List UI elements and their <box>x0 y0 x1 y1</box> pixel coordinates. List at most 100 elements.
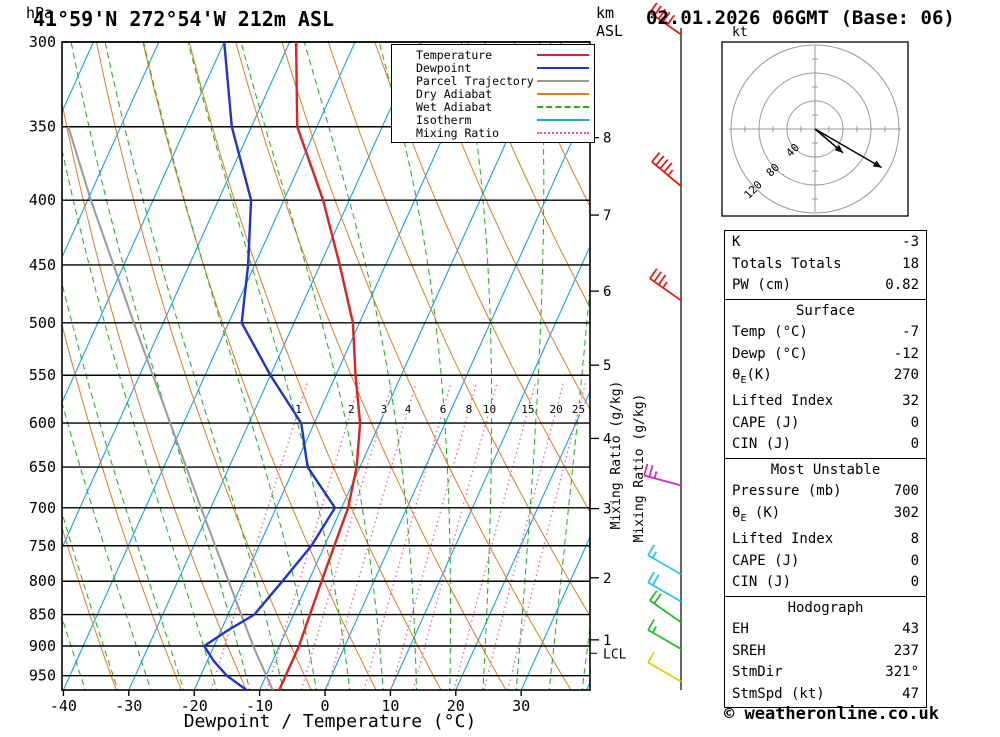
parameter-tables: K -3 Totals Totals 18 PW (cm) 0.82 Surface Temp… <box>724 230 927 709</box>
asl-axis-label: ASL <box>596 22 623 40</box>
param-row: CAPE (J) 0 <box>732 413 919 435</box>
param-row: K -3 <box>732 232 919 254</box>
isotherm-line <box>62 42 291 550</box>
legend-item-mixing-ratio: Mixing Ratio <box>416 125 589 140</box>
mixing-ratio-value-label: 3 <box>381 403 388 416</box>
param-label: K <box>732 234 741 250</box>
param-label: θE (K) <box>732 504 781 524</box>
legend-item-isotherm: Isotherm <box>416 112 589 127</box>
mixing-ratio-line <box>507 383 586 690</box>
param-row: SREH 237 <box>732 641 919 663</box>
pressure-tick-label: 700 <box>29 499 56 517</box>
dry-adiabat-line <box>62 100 247 690</box>
param-label: Totals Totals <box>732 255 842 272</box>
temp-tick-label: 30 <box>512 697 530 715</box>
param-row: PW (cm) 0.82 <box>732 275 919 297</box>
param-value: 43 <box>902 621 919 638</box>
legend-line-sample <box>537 131 589 134</box>
mixing-ratio-value-label: 10 <box>483 403 496 416</box>
param-row: StmSpd (kt) 47 <box>732 684 919 706</box>
mixing-ratio-line <box>483 383 564 690</box>
param-row: θE (K) 302 <box>732 503 919 529</box>
dewpoint-curve <box>203 42 337 690</box>
wet-adiabat-line <box>240 42 384 690</box>
pressure-tick-label: 350 <box>29 118 56 136</box>
station-title: 41°59'N 272°54'W 212m ASL <box>33 7 335 31</box>
params-table-indices: K -3 Totals Totals 18 PW (cm) 0.82 <box>724 230 927 300</box>
wet-adiabat-line <box>303 42 418 690</box>
wind-barb <box>649 590 682 623</box>
legend-label: Dry Adiabat <box>416 86 493 101</box>
pressure-tick-label: 400 <box>29 191 56 209</box>
km-tick-label: 2 <box>603 571 611 587</box>
wet-adiabat-line <box>104 42 284 690</box>
dry-adiabat-line <box>327 42 590 617</box>
wet-adiabat-line <box>515 42 545 690</box>
temp-tick-label: -20 <box>181 697 208 715</box>
hodograph-ring-label: 120 <box>742 178 765 201</box>
isotherm-line <box>62 42 356 690</box>
mixing-ratio-value-label: 6 <box>440 403 447 416</box>
param-label: EH <box>732 621 749 638</box>
param-value: 32 <box>902 393 919 410</box>
legend-line-sample <box>537 105 589 108</box>
pressure-tick-label: 300 <box>29 33 56 51</box>
isotherm-line <box>389 245 590 690</box>
params-table-surface: Surface Temp (°C) -7 Dewp (°C) -12 θE(K) 270 Li… <box>724 298 927 459</box>
legend-line-sample <box>537 79 589 82</box>
mixing-ratio-value-label: 2 <box>348 403 355 416</box>
legend-line-sample <box>537 66 589 69</box>
param-value: 237 <box>893 642 919 659</box>
isotherm-line <box>193 42 487 690</box>
pressure-tick-label: 650 <box>29 458 56 476</box>
params-table-hodograph: Hodograph EH 43 SREH 237 StmDir 321° StmSpd (kt… <box>724 595 927 709</box>
pressure-axis: 300 350 400 450 500 550 600 650 700 750 800 850 900 9… <box>29 33 590 685</box>
mixing-ratio-labels: 1 2 3 4 6 8 10 15 20 25 <box>294 402 587 418</box>
legend-label: Isotherm <box>416 112 472 127</box>
pressure-unit-label: hPa <box>26 4 53 22</box>
isotherm-line <box>259 42 552 690</box>
wet-adiabat-line <box>460 42 493 690</box>
params-table-title: Hodograph <box>787 599 864 616</box>
param-row: Lifted Index 8 <box>732 529 919 551</box>
temp-tick-label: 0 <box>320 697 329 715</box>
param-row: Lifted Index 32 <box>732 391 919 413</box>
isotherm-line <box>62 42 225 404</box>
param-value: 47 <box>902 685 919 702</box>
legend-item-temperature: Temperature <box>416 48 589 62</box>
hodograph-ring <box>786 100 844 158</box>
pressure-tick-label: 600 <box>29 414 56 432</box>
param-label: Temp (°C) <box>732 324 808 340</box>
isotherm-line <box>324 99 590 690</box>
km-tick-label: 4 <box>603 431 611 447</box>
mixing-ratio-line <box>300 383 393 690</box>
legend-line-sample <box>537 53 589 56</box>
param-row: Temp (°C) -7 <box>732 322 919 344</box>
hodograph-ring <box>730 44 900 214</box>
mixing-ratio-value-label: 4 <box>405 403 412 416</box>
mixing-ratio-value-label: 15 <box>521 403 534 416</box>
param-label: CIN (J) <box>732 574 792 591</box>
wet-adiabat-line <box>62 511 119 690</box>
wind-barb <box>643 463 682 487</box>
wet-adiabat-line <box>62 281 185 690</box>
wind-barb <box>647 544 682 576</box>
temperature-axis: -40 -30 -20 -10 0 10 20 30 <box>50 690 530 715</box>
dry-adiabat-line <box>281 42 572 690</box>
param-value: 0.82 <box>885 277 919 293</box>
dry-adiabat-line <box>188 42 442 690</box>
mixing-ratio-axis-label: Mixing Ratio (g/kg) <box>632 394 647 543</box>
legend-label: Mixing Ratio <box>416 125 500 140</box>
param-label: CAPE (J) <box>732 414 800 431</box>
pressure-tick-label: 750 <box>29 537 56 555</box>
param-row: CAPE (J) 0 <box>732 551 919 573</box>
wind-barb <box>649 268 682 302</box>
pressure-tick-label: 900 <box>29 637 56 655</box>
pressure-tick-label: 950 <box>29 667 56 685</box>
param-value: 700 <box>893 483 919 500</box>
legend-item-parcel-trajectory: Parcel Trajectory <box>416 74 589 88</box>
wet-adiabat-line <box>62 400 152 690</box>
km-tick-label: 1 <box>603 633 611 649</box>
mixing-ratio-axis-label-watermark: Mixing Ratio (g/kg) <box>609 381 624 530</box>
